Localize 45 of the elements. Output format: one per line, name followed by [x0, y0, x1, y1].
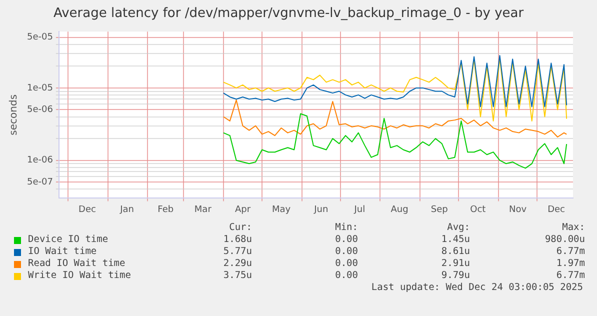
legend-label: IO Wait time — [28, 246, 97, 258]
text: Avg: — [446, 222, 470, 234]
text: 980.00u — [544, 234, 585, 246]
x-tick-label: Jul — [353, 204, 366, 215]
text: 6.77m — [555, 246, 585, 258]
text: 0.00 — [334, 258, 358, 270]
text: 9.79u — [440, 270, 470, 282]
chart-title: Average latency for /dev/mapper/vgnvme-lv_backup_rimage_0 - by year — [53, 6, 524, 22]
x-tick-label: Aug — [390, 204, 408, 215]
text: 5.77u — [222, 246, 252, 258]
text: Min: — [334, 222, 358, 234]
text: 1.97m — [555, 258, 585, 270]
legend-label: Write IO Wait time — [28, 270, 131, 282]
y-tick-label: 5e-06 — [26, 105, 54, 116]
text: 0.00 — [334, 246, 358, 258]
text: 1.45u — [440, 234, 470, 246]
x-tick-label: Mar — [194, 204, 212, 215]
text: Cur: — [228, 222, 252, 234]
x-tick-label: May — [272, 204, 292, 215]
text: 2.91u — [440, 258, 470, 270]
y-tick-label: 1e-05 — [26, 83, 53, 94]
x-tick-label: Dec — [78, 204, 96, 215]
text: 2.29u — [222, 258, 252, 270]
text: 0.00 — [334, 234, 358, 246]
x-tick-label: Sep — [430, 204, 448, 215]
x-tick-label: Jun — [313, 204, 328, 215]
legend-label: Device IO time — [28, 234, 108, 246]
text: Last update: Wed Dec 24 03:00:05 2025 — [370, 282, 584, 293]
text: 3.75u — [222, 270, 252, 282]
text: 1.68u — [222, 234, 252, 246]
x-tick-label: Apr — [234, 204, 251, 215]
y-tick-label: 1e-06 — [26, 156, 54, 166]
y-tick-label: 5e-07 — [26, 177, 53, 188]
x-tick-label: Oct — [470, 204, 486, 215]
text: 8.61u — [440, 246, 470, 258]
text: 6.77m — [555, 270, 585, 282]
x-tick-label: Nov — [508, 204, 528, 215]
y-tick-label: 5e-05 — [26, 32, 53, 43]
legend-label: Read IO Wait time — [28, 258, 126, 270]
x-tick-label: Dec — [548, 204, 566, 215]
y-axis-title: seconds — [8, 94, 20, 136]
text: Max: — [561, 222, 585, 234]
text: 0.00 — [334, 270, 358, 282]
x-tick-label: Jan — [119, 204, 134, 215]
x-tick-label: Feb — [158, 204, 174, 215]
